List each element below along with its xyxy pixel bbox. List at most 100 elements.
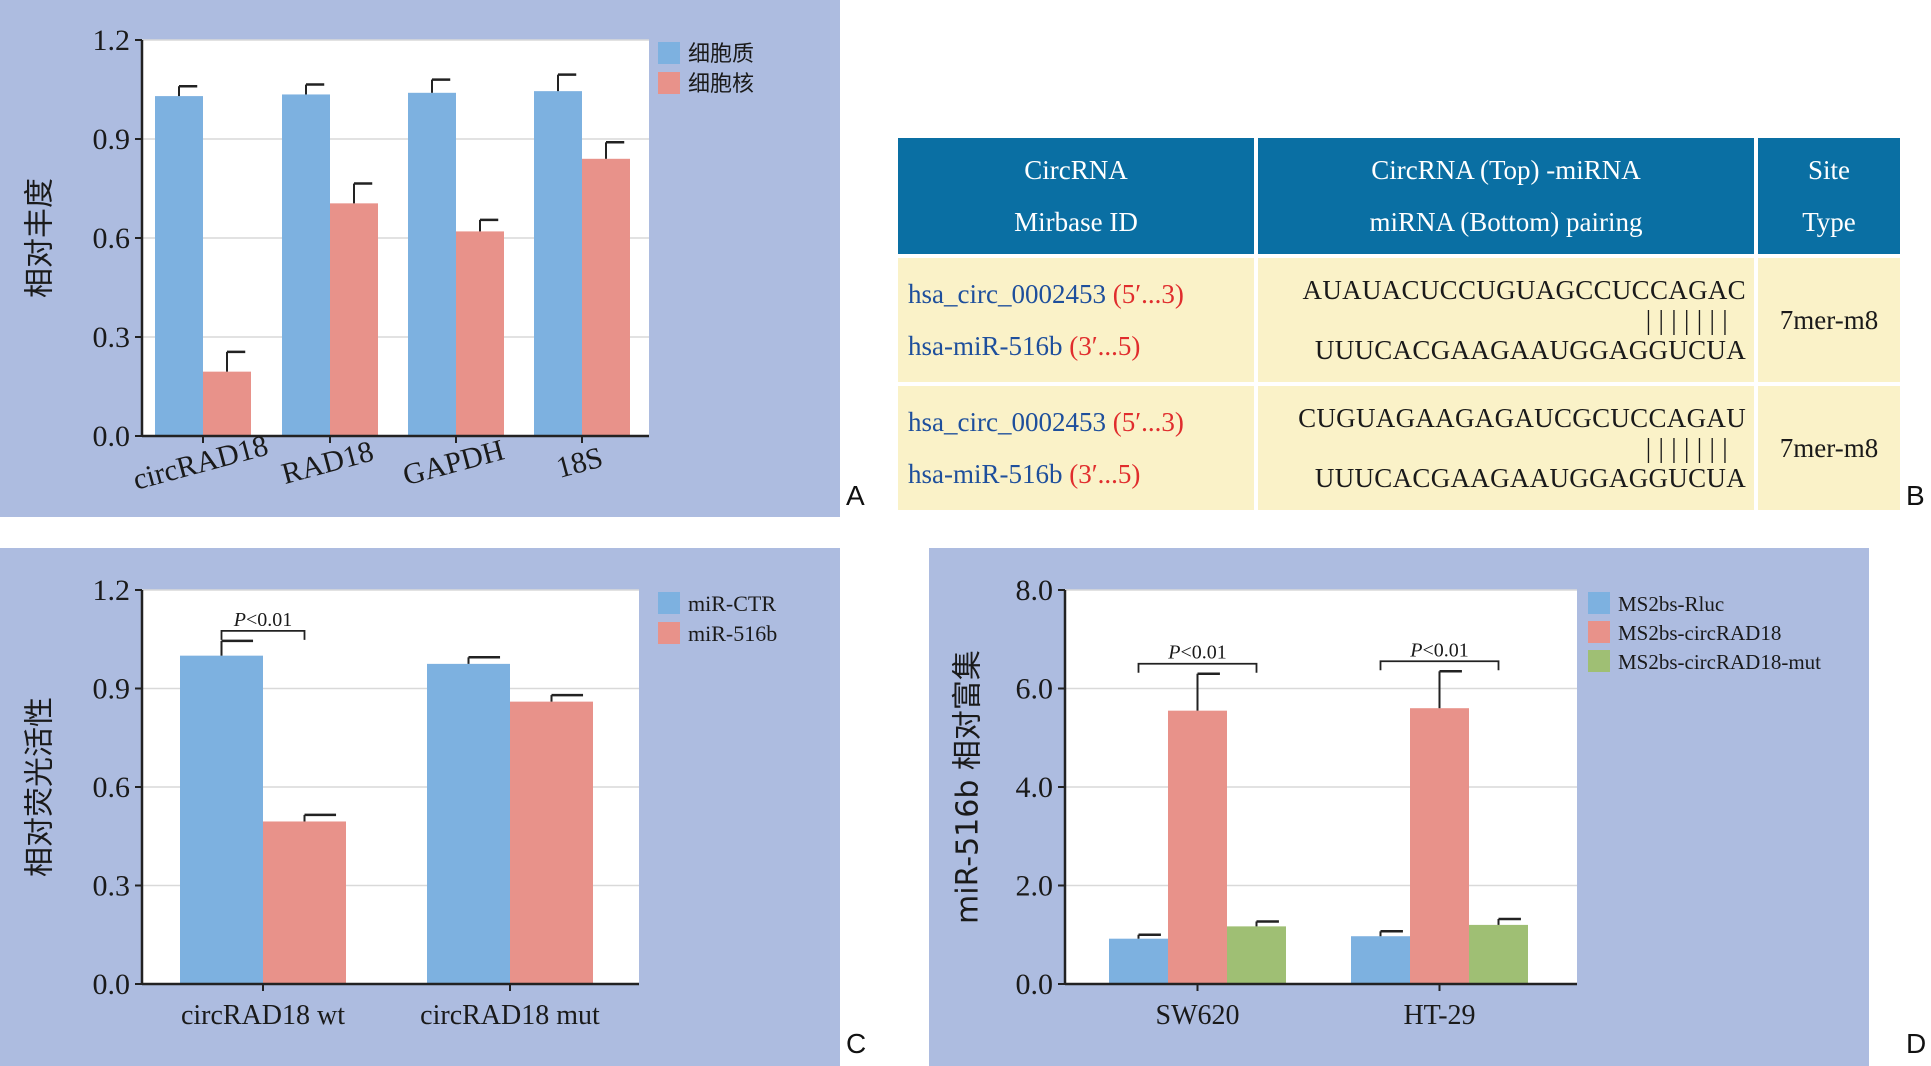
x-tick-label: 18S — [553, 441, 607, 485]
top-sequence: AUAUACUCCUGUAGCCUCCAGAC — [1302, 275, 1746, 305]
header-text: CircRNA (Top) -miRNA — [1371, 155, 1641, 185]
bar — [180, 655, 263, 984]
x-tick-label: circRAD18 mut — [420, 1000, 600, 1031]
legend-label: 细胞质 — [688, 41, 754, 66]
header-text: Site — [1807, 155, 1850, 185]
pairing-bars: | | | | | | | — [1645, 433, 1728, 463]
significance-label: P<0.01 — [1409, 639, 1469, 661]
y-axis-label: 相对丰度 — [23, 178, 58, 298]
pairing-cell: AUAUACUCCUGUAGCCUCCAGAC | | | | | | | UU… — [1258, 258, 1754, 382]
bar — [427, 663, 510, 984]
significance-label: P<0.01 — [233, 609, 293, 631]
header-pairing: CircRNA (Top) -miRNA miRNA (Bottom) pair… — [1258, 138, 1754, 254]
legend-label: miR-516b — [688, 621, 777, 646]
panel-label-a: A — [846, 480, 865, 511]
y-axis-label: 相对荧光活性 — [23, 697, 58, 877]
p-symbol: P — [1167, 642, 1180, 664]
site-type-cell: 7mer-m8 — [1758, 258, 1900, 382]
p-value: <0.01 — [1180, 642, 1226, 664]
y-tick-label: 0.0 — [93, 968, 131, 1001]
y-tick-label: 0.9 — [93, 123, 131, 156]
legend-swatch — [658, 592, 680, 614]
bar — [263, 821, 346, 984]
y-tick-label: 2.0 — [1016, 870, 1054, 903]
bar — [203, 371, 251, 436]
circ-id: hsa_circ_0002453 — [908, 279, 1106, 309]
bottom-sequence: UUUCACGAAGAAUGGAGGUCUA — [1314, 335, 1746, 365]
table-row: hsa_circ_0002453 (5′...3) hsa-miR-516b (… — [898, 258, 1900, 382]
bar — [330, 203, 378, 436]
mirna-id: hsa-miR-516b — [908, 459, 1063, 489]
y-tick-label: 4.0 — [1016, 771, 1054, 804]
x-tick-label: GAPDH — [399, 434, 507, 493]
y-tick-label: 0.6 — [93, 771, 131, 804]
bar — [408, 92, 456, 437]
p-symbol: P — [1409, 639, 1422, 661]
legend-swatch — [1588, 592, 1610, 614]
legend-swatch — [658, 72, 680, 94]
pairing-cell: CUGUAGAAGAGAUCGCUCCAGAU | | | | | | | UU… — [1258, 386, 1754, 510]
x-tick-label: HT-29 — [1403, 1000, 1475, 1031]
bar — [534, 91, 582, 437]
header-site-type: Site Type — [1758, 138, 1900, 254]
significance-bracket — [1137, 662, 1258, 673]
circ-direction: (5′...3) — [1112, 279, 1184, 309]
legend-label: 细胞核 — [688, 71, 754, 96]
site-type-cell: 7mer-m8 — [1758, 386, 1900, 510]
bar — [582, 158, 630, 437]
x-tick-label: SW620 — [1156, 1000, 1240, 1031]
id-cell: hsa_circ_0002453 (5′...3) hsa-miR-516b (… — [898, 386, 1254, 510]
panel-label-c: C — [846, 1028, 867, 1059]
top-sequence: CUGUAGAAGAGAUCGCUCCAGAU — [1298, 403, 1746, 433]
bar — [1351, 936, 1410, 984]
header-circrna-id: CircRNA Mirbase ID — [898, 138, 1254, 254]
x-tick-label: circRAD18 wt — [181, 1000, 345, 1031]
legend-swatch — [658, 42, 680, 64]
mirna-pairing-table: CircRNA Mirbase ID CircRNA (Top) -miRNA … — [894, 134, 1904, 514]
y-tick-label: 0.3 — [93, 321, 131, 354]
y-tick-label: 1.2 — [93, 574, 131, 607]
bar — [1109, 938, 1168, 984]
y-tick-label: 0.0 — [93, 420, 131, 453]
significance-bracket — [220, 629, 306, 640]
panel-label-d: D — [1906, 1028, 1927, 1059]
id-cell: hsa_circ_0002453 (5′...3) hsa-miR-516b (… — [898, 258, 1254, 382]
table-row: hsa_circ_0002453 (5′...3) hsa-miR-516b (… — [898, 386, 1900, 510]
table-header-row: CircRNA Mirbase ID CircRNA (Top) -miRNA … — [898, 138, 1900, 254]
significance-label: P<0.01 — [1167, 642, 1227, 664]
bar — [456, 231, 504, 436]
legend-label: MS2bs-Rluc — [1618, 592, 1724, 616]
legend-swatch — [1588, 621, 1610, 643]
legend-swatch — [658, 622, 680, 644]
bar — [1469, 924, 1528, 984]
y-axis-label: miR-516b 相对富集 — [951, 650, 986, 924]
x-tick-label: RAD18 — [278, 435, 377, 491]
significance-bracket — [1379, 660, 1500, 671]
legend-swatch — [1588, 650, 1610, 672]
y-tick-label: 8.0 — [1016, 574, 1054, 607]
header-text: Type — [1802, 207, 1856, 237]
p-value: <0.01 — [1422, 639, 1468, 661]
panel-label-b: B — [1906, 480, 1925, 511]
legend-label: miR-CTR — [688, 591, 776, 616]
bottom-sequence: UUUCACGAAGAAUGGAGGUCUA — [1314, 463, 1746, 493]
mirna-direction: (3′...5) — [1069, 331, 1141, 361]
p-symbol: P — [233, 609, 246, 631]
bar — [282, 94, 330, 436]
bar — [510, 701, 593, 984]
mirna-direction: (3′...5) — [1069, 459, 1141, 489]
circ-direction: (5′...3) — [1112, 407, 1184, 437]
legend-label: MS2bs-circRAD18 — [1618, 621, 1781, 645]
y-tick-label: 0.6 — [93, 222, 131, 255]
bar — [1227, 926, 1286, 984]
header-text: Mirbase ID — [1014, 207, 1138, 237]
bar — [1410, 708, 1469, 984]
y-tick-label: 0.9 — [93, 673, 131, 706]
bar — [1168, 710, 1227, 984]
legend-label: MS2bs-circRAD18-mut — [1618, 650, 1821, 674]
y-tick-label: 0.3 — [93, 870, 131, 903]
circ-id: hsa_circ_0002453 — [908, 407, 1106, 437]
y-tick-label: 0.0 — [1016, 968, 1054, 1001]
mirna-id: hsa-miR-516b — [908, 331, 1063, 361]
